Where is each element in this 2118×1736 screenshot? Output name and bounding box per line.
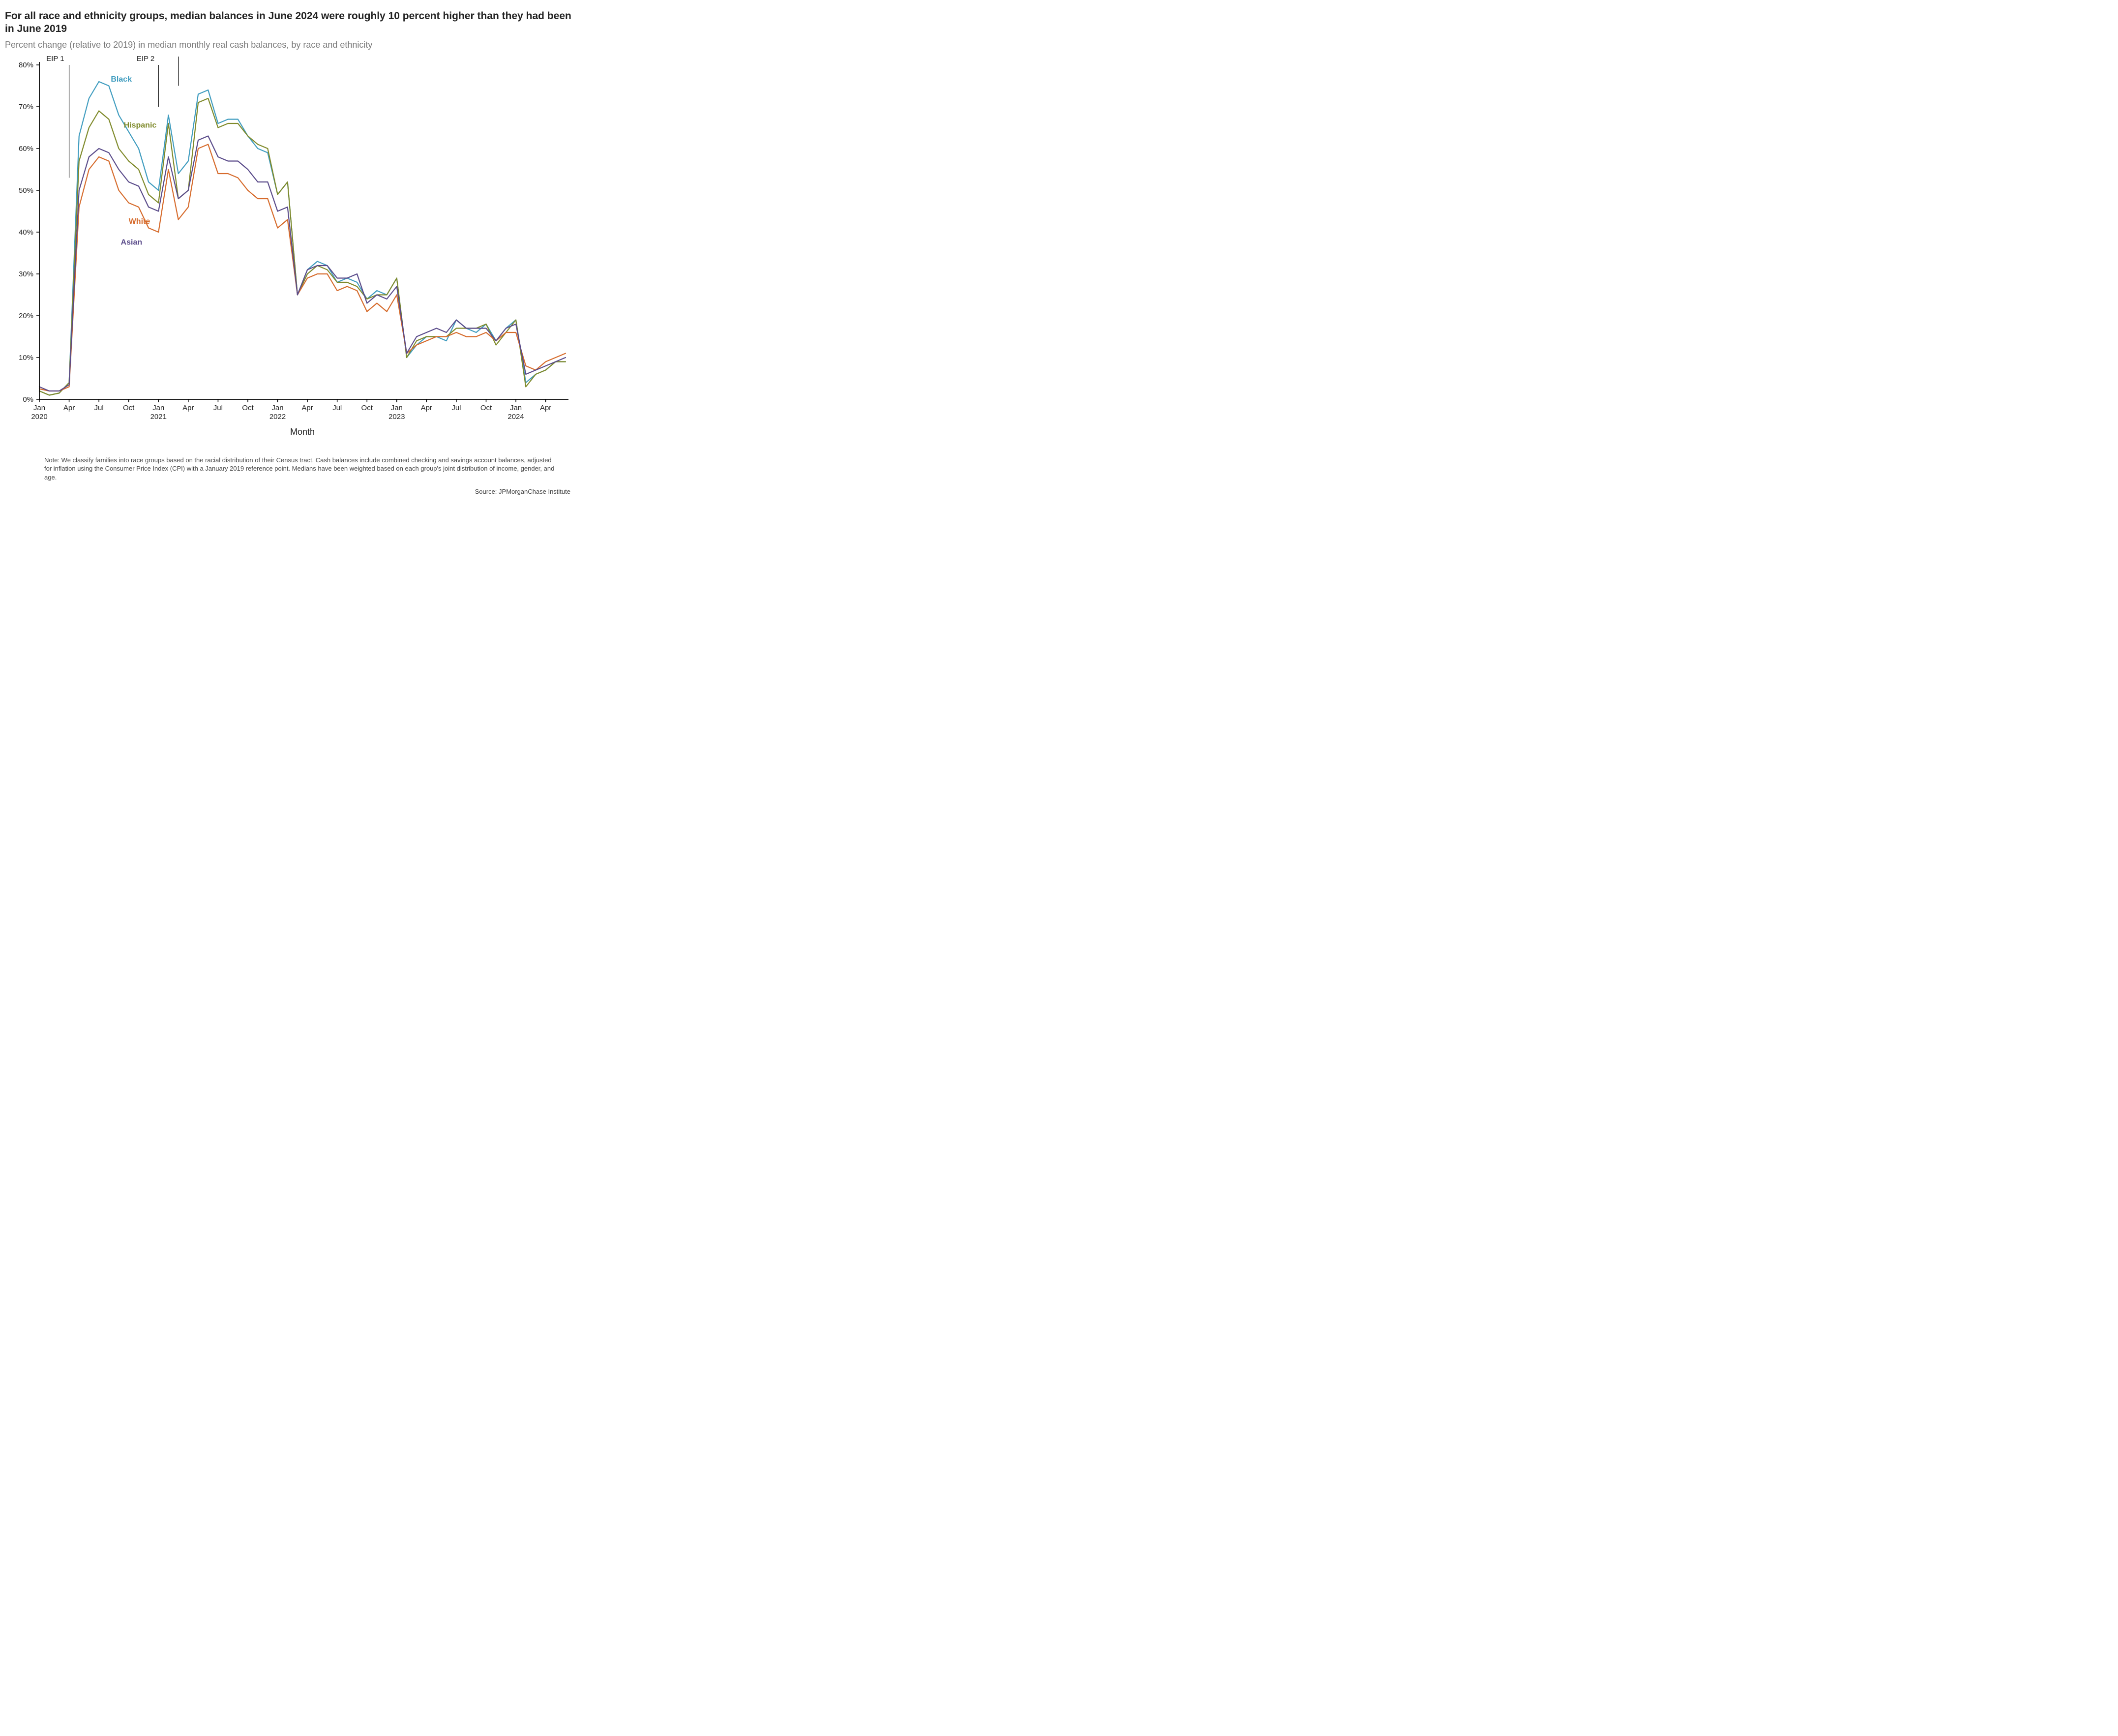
series-label-white: White — [129, 217, 150, 226]
x-tick-label: Jan — [33, 404, 45, 412]
y-tick-label: 50% — [19, 186, 33, 195]
y-tick-label: 60% — [19, 145, 33, 153]
x-tick-label: Jan — [271, 404, 283, 412]
x-tick-year: 2021 — [150, 413, 167, 421]
y-tick-label: 20% — [19, 312, 33, 320]
x-tick-label: Oct — [480, 404, 492, 412]
series-line-white — [39, 144, 566, 391]
x-tick-label: Oct — [123, 404, 135, 412]
series-label-asian: Asian — [121, 238, 143, 246]
y-tick-label: 70% — [19, 103, 33, 111]
y-tick-label: 0% — [23, 395, 33, 404]
x-tick-label: Oct — [242, 404, 254, 412]
x-tick-label: Apr — [182, 404, 194, 412]
y-tick-label: 40% — [19, 228, 33, 237]
x-tick-label: Oct — [361, 404, 373, 412]
x-tick-label: Apr — [421, 404, 432, 412]
chart-source: Source: JPMorganChase Institute — [5, 488, 570, 495]
series-label-black: Black — [111, 75, 132, 84]
chart-subtitle: Percent change (relative to 2019) in med… — [5, 40, 575, 50]
series-line-black — [39, 82, 566, 395]
y-tick-label: 30% — [19, 270, 33, 278]
x-tick-label: Jan — [510, 404, 522, 412]
x-tick-year: 2020 — [31, 413, 47, 421]
chart-note: Note: We classify families into race gro… — [44, 456, 561, 482]
series-label-hispanic: Hispanic — [124, 121, 157, 129]
chart-container: For all race and ethnicity groups, media… — [0, 0, 580, 507]
x-axis-label: Month — [290, 427, 315, 437]
y-tick-label: 10% — [19, 354, 33, 362]
x-tick-year: 2024 — [507, 413, 524, 421]
annotation-label: EIP 2 — [137, 55, 154, 63]
x-tick-year: 2023 — [388, 413, 405, 421]
y-tick-label: 80% — [19, 61, 33, 69]
x-tick-label: Jan — [152, 404, 164, 412]
line-chart-svg: 0%10%20%30%40%50%60%70%80%Jan2020AprJulO… — [5, 55, 575, 449]
x-tick-label: Jul — [451, 404, 461, 412]
series-line-asian — [39, 136, 566, 391]
series-line-hispanic — [39, 98, 566, 395]
x-tick-label: Jul — [213, 404, 223, 412]
x-tick-label: Jan — [391, 404, 403, 412]
x-tick-label: Apr — [301, 404, 313, 412]
x-tick-label: Apr — [63, 404, 75, 412]
x-tick-year: 2022 — [269, 413, 286, 421]
chart-title: For all race and ethnicity groups, media… — [5, 10, 575, 36]
x-tick-label: Apr — [540, 404, 551, 412]
x-tick-label: Jul — [332, 404, 342, 412]
annotation-label: EIP 1 — [46, 55, 64, 63]
x-tick-label: Jul — [94, 404, 104, 412]
chart-plot-area: 0%10%20%30%40%50%60%70%80%Jan2020AprJulO… — [5, 55, 575, 451]
